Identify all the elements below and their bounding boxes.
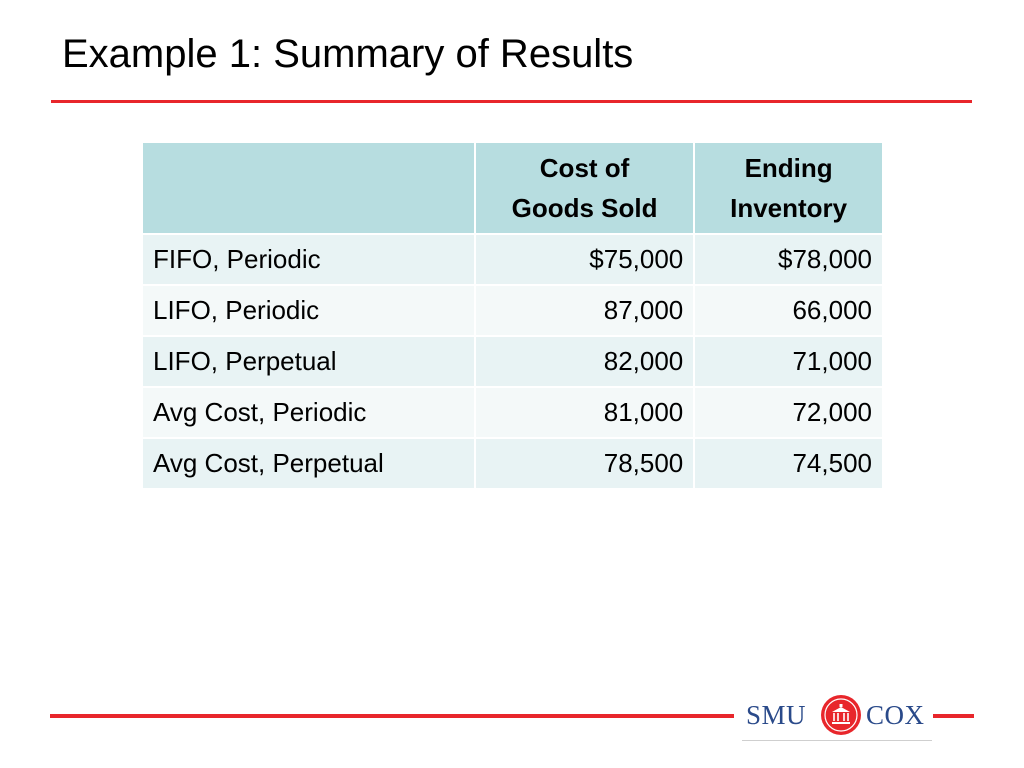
smu-cox-logo: SMU COX — [742, 692, 932, 741]
results-table: Cost of Goods Sold Ending Inventory FIFO… — [141, 141, 884, 490]
cogs-cell: 87,000 — [473, 284, 696, 337]
ending-inventory-cell: 66,000 — [693, 284, 884, 337]
header-line: Goods Sold — [511, 193, 658, 223]
header-line: Ending — [744, 153, 833, 183]
header-blank — [141, 141, 476, 235]
method-cell: Avg Cost, Perpetual — [141, 437, 476, 490]
method-cell: LIFO, Perpetual — [141, 335, 476, 388]
cogs-cell: $75,000 — [473, 233, 696, 286]
table-row: Avg Cost, Perpetual 78,500 74,500 — [141, 437, 884, 490]
ending-inventory-cell: $78,000 — [693, 233, 884, 286]
table-row: FIFO, Periodic $75,000 $78,000 — [141, 233, 884, 286]
ending-inventory-cell: 72,000 — [693, 386, 884, 439]
table-row: LIFO, Perpetual 82,000 71,000 — [141, 335, 884, 388]
cogs-cell: 81,000 — [473, 386, 696, 439]
header-line: Inventory — [730, 193, 848, 223]
header-cost-of-goods-sold: Cost of Goods Sold — [473, 141, 696, 235]
smu-seal-icon — [821, 695, 861, 735]
footer-divider-right — [933, 714, 974, 718]
logo-text-cox: COX — [866, 700, 925, 730]
cogs-cell: 82,000 — [473, 335, 696, 388]
table-row: Avg Cost, Periodic 81,000 72,000 — [141, 386, 884, 439]
method-cell: Avg Cost, Periodic — [141, 386, 476, 439]
ending-inventory-cell: 74,500 — [693, 437, 884, 490]
header-line: Cost of — [539, 153, 630, 183]
ending-inventory-cell: 71,000 — [693, 335, 884, 388]
method-cell: FIFO, Periodic — [141, 233, 476, 286]
header-ending-inventory: Ending Inventory — [693, 141, 884, 235]
cogs-cell: 78,500 — [473, 437, 696, 490]
logo-text-smu: SMU — [746, 700, 807, 730]
title-divider — [51, 100, 972, 103]
table-row: LIFO, Periodic 87,000 66,000 — [141, 284, 884, 337]
footer-divider-left — [50, 714, 734, 718]
table-header-row: Cost of Goods Sold Ending Inventory — [141, 141, 884, 235]
slide-title: Example 1: Summary of Results — [62, 32, 634, 76]
method-cell: LIFO, Periodic — [141, 284, 476, 337]
